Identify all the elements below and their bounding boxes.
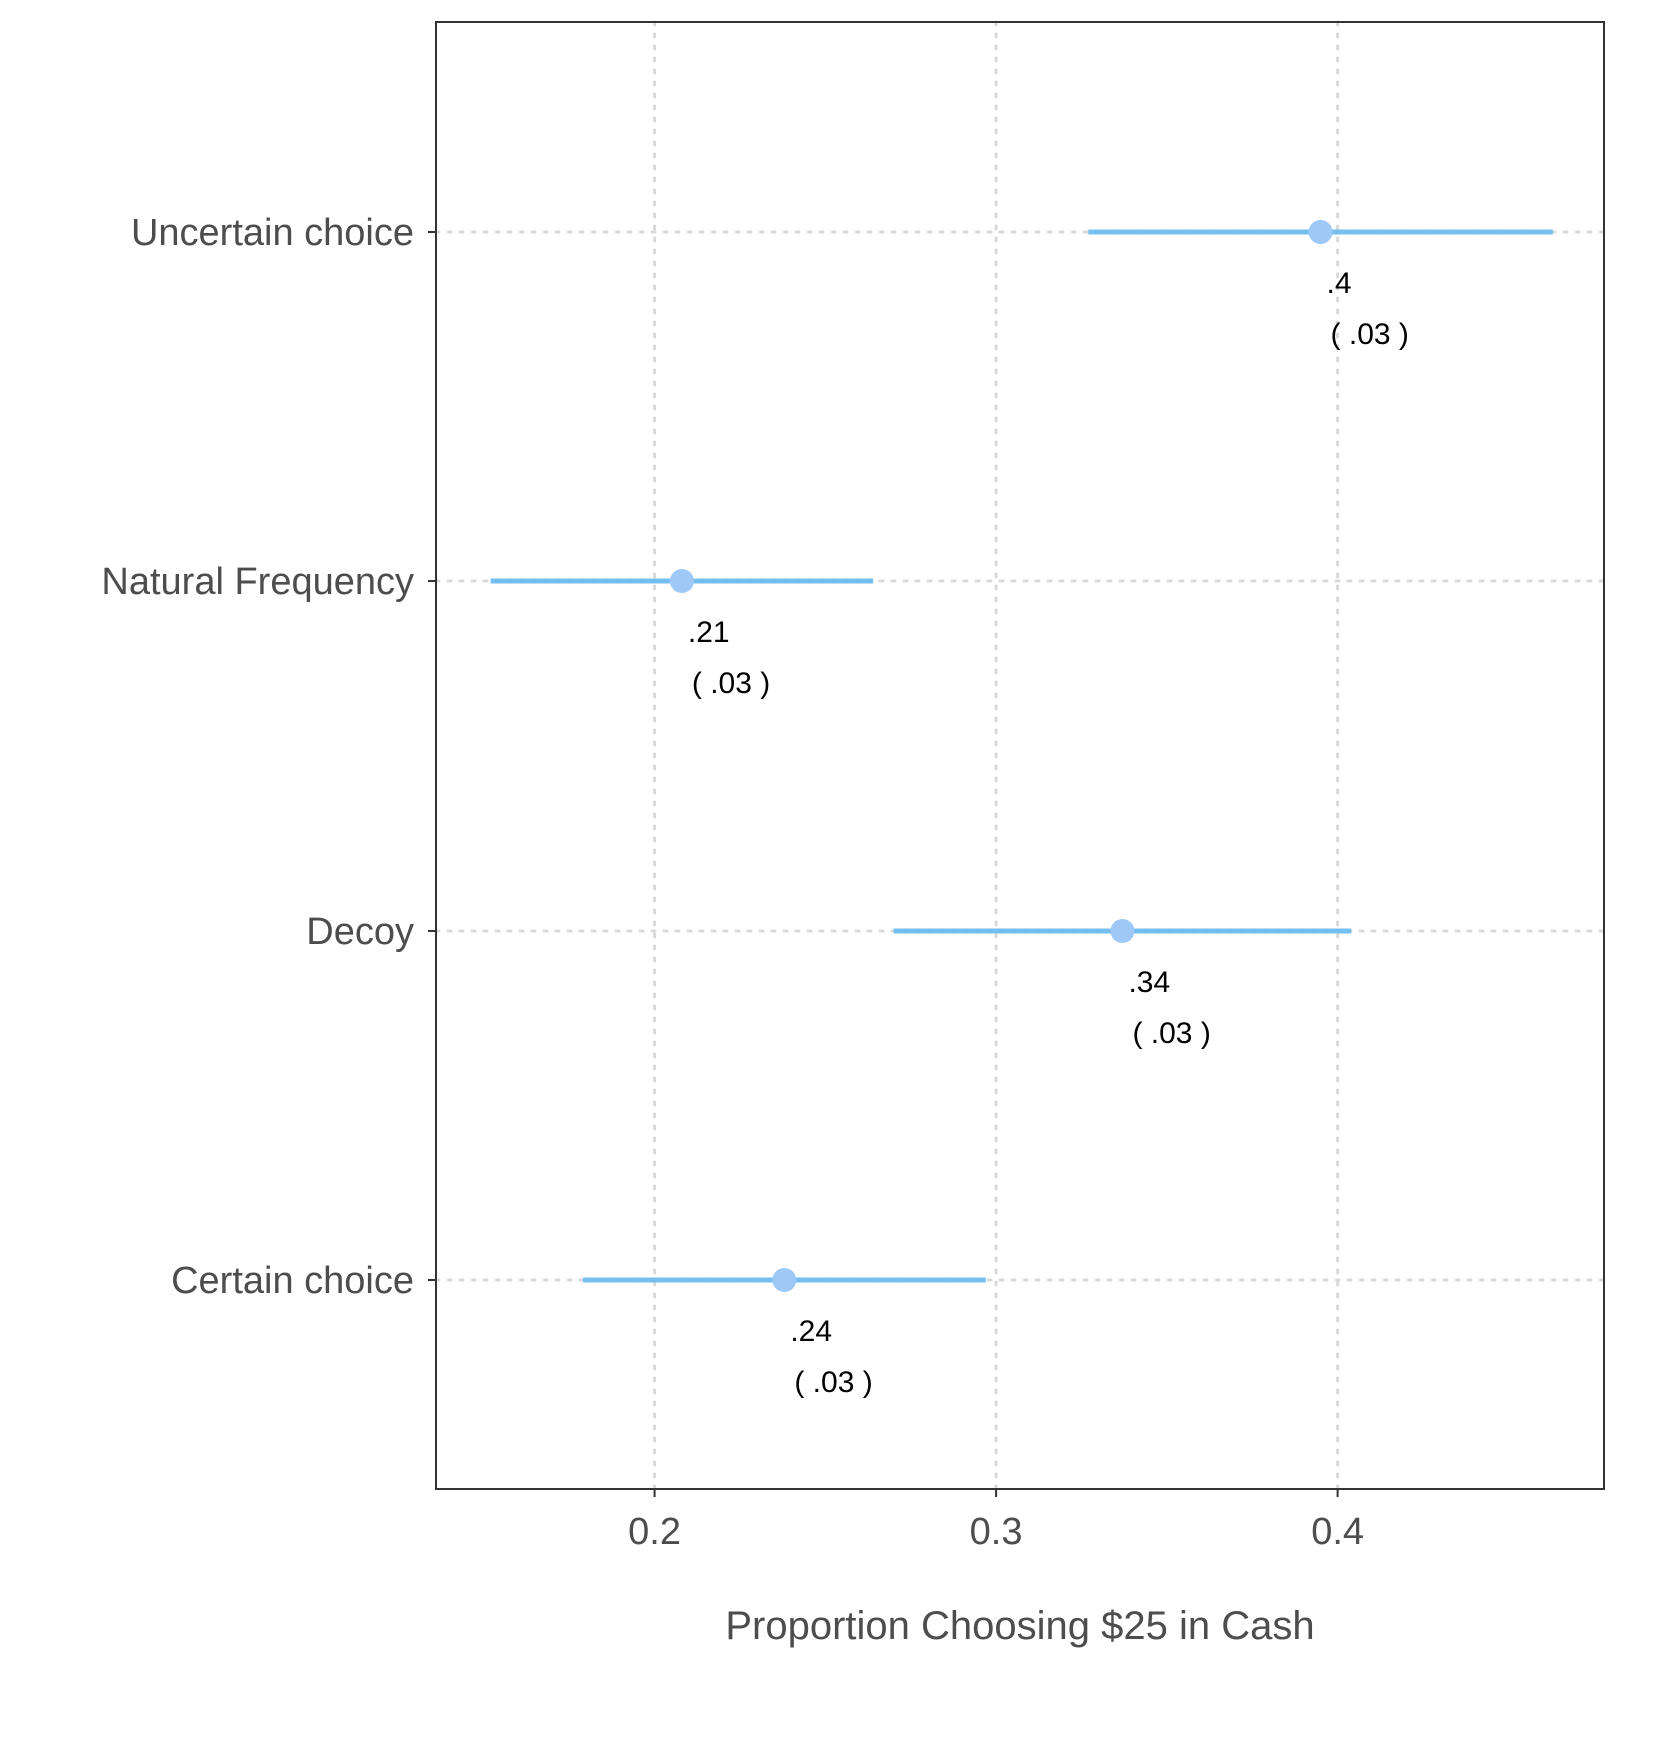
- y-tick-label: Decoy: [306, 911, 414, 953]
- point-estimate: [1110, 919, 1135, 943]
- x-tick-label: 0.2: [628, 1511, 681, 1553]
- standard-error-label: ( .03 ): [794, 1366, 872, 1399]
- standard-error-label: ( .03 ): [1132, 1017, 1210, 1050]
- x-axis-title: Proportion Choosing $25 in Cash: [725, 1604, 1314, 1648]
- estimate-label: .4: [1327, 267, 1352, 300]
- standard-error-label: ( .03 ): [692, 667, 770, 700]
- estimate-label: .24: [790, 1315, 832, 1348]
- estimate-group: .24 ( .03 ): [582, 1268, 986, 1399]
- estimate-group: .34 ( .03 ): [893, 919, 1352, 1050]
- standard-error-label: ( .03 ): [1331, 318, 1409, 351]
- estimate-label: .34: [1128, 966, 1170, 999]
- vertical-gridlines: [653, 20, 1340, 1491]
- horizontal-gridlines: [434, 230, 1606, 1282]
- estimate-group: .4 ( .03 ): [1088, 220, 1553, 351]
- point-estimate: [669, 569, 694, 593]
- y-tick-label: Natural Frequency: [101, 561, 414, 603]
- y-tick-label: Uncertain choice: [131, 212, 414, 254]
- estimate-group: .21 ( .03 ): [490, 569, 874, 700]
- y-axis-ticks: Uncertain choice Natural Frequency Decoy Ce…: [101, 212, 436, 1302]
- plot-frame: [435, 21, 1605, 1490]
- x-axis-ticks: 0.2 0.3 0.4: [628, 1489, 1364, 1553]
- data-marks: .4 ( .03 ) .21 ( .03 ) .34 ( .03 ) .24 ( .03 ): [490, 220, 1553, 1399]
- x-tick-label: 0.3: [970, 1511, 1023, 1553]
- x-tick-label: 0.4: [1311, 1511, 1364, 1553]
- point-estimate: [1308, 220, 1333, 244]
- estimate-label: .21: [688, 616, 730, 649]
- point-estimate: [772, 1268, 797, 1292]
- y-tick-label: Certain choice: [171, 1260, 414, 1302]
